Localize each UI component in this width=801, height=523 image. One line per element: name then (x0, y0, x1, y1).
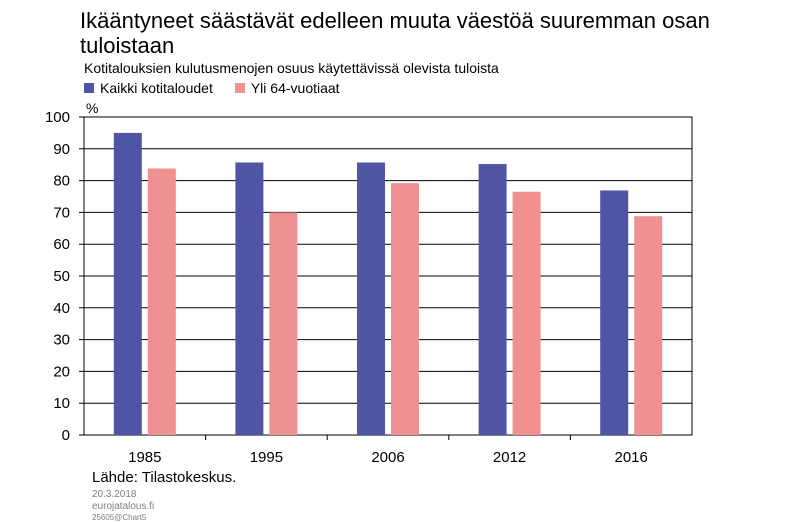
chart-title: Ikääntyneet säästävät edelleen muuta väe… (80, 8, 710, 58)
y-tick-label: 100 (45, 109, 70, 126)
legend-label-series2: Yli 64-vuotiaat (250, 80, 340, 96)
y-tick-label: 0 (62, 427, 70, 444)
footer-site: eurojatalous.fi (92, 501, 155, 512)
bar-series1 (600, 190, 629, 435)
x-tick-label: 1995 (250, 449, 283, 466)
y-tick-label: 20 (53, 363, 70, 380)
footer-date: 20.3.2018 (92, 489, 137, 500)
source-note: Lähde: Tilastokeskus. (92, 469, 237, 486)
bar-series1 (113, 132, 142, 435)
footer-code: 25605@Chart5 (92, 513, 147, 522)
y-tick-label: 30 (53, 332, 70, 349)
y-tick-label: 60 (53, 236, 70, 253)
legend-label-series1: Kaikki kotitaloudet (100, 80, 213, 96)
legend-item-series1: Kaikki kotitaloudet (84, 80, 213, 96)
y-tick-label: 10 (53, 395, 70, 412)
bar-series2 (512, 191, 541, 435)
y-tick-label: 40 (53, 300, 70, 317)
bar-series2 (147, 168, 176, 436)
x-tick-label: 1985 (128, 449, 161, 466)
bar-series1 (357, 162, 385, 435)
y-tick-label: 90 (53, 141, 70, 158)
y-tick-label: 70 (53, 204, 70, 221)
y-tick-label: 50 (53, 268, 70, 285)
y-axis-unit: % (86, 100, 99, 116)
bar-series2 (634, 216, 663, 435)
legend: Kaikki kotitaloudet Yli 64-vuotiaat (84, 80, 340, 96)
bar-series2 (391, 183, 419, 435)
y-tick-label: 80 (53, 173, 70, 190)
chart-subtitle: Kotitalouksien kulutusmenojen osuus käyt… (84, 60, 499, 76)
plot-frame (83, 116, 693, 436)
bar-series2 (269, 212, 298, 435)
x-tick-label: 2016 (615, 449, 648, 466)
bar-series1 (478, 164, 507, 435)
bar-series1 (235, 162, 264, 435)
x-tick-label: 2006 (371, 449, 404, 466)
legend-swatch-series2 (234, 83, 245, 93)
legend-swatch-series1 (84, 83, 94, 93)
x-tick-label: 2012 (493, 449, 526, 466)
legend-item-series2: Yli 64-vuotiaat (234, 80, 340, 96)
